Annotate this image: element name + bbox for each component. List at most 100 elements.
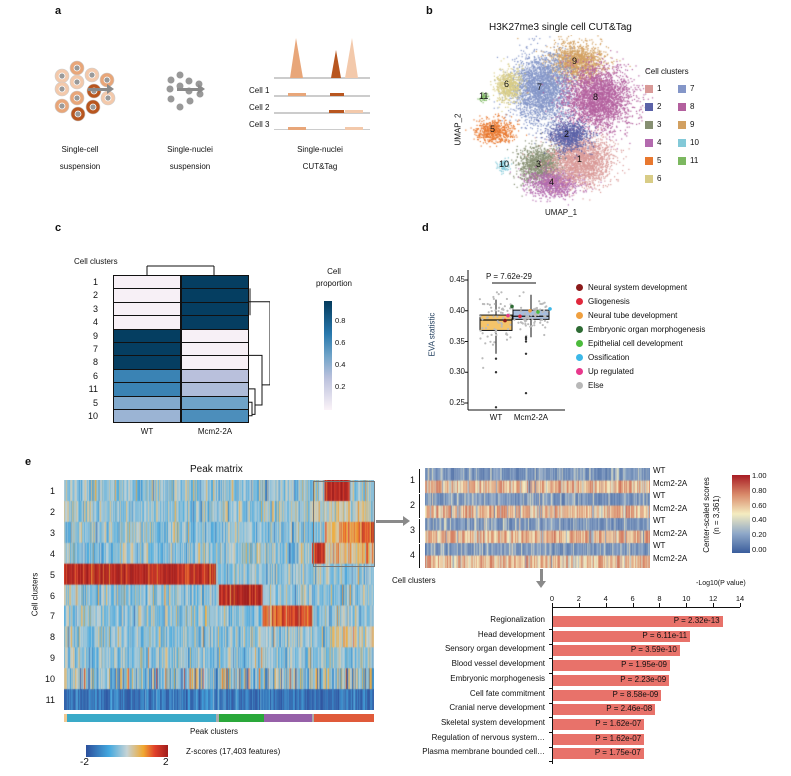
data-point (488, 303, 491, 306)
legend-item-cluster-2: 2 (645, 102, 661, 111)
heatmap-cell (113, 395, 181, 410)
peak-cluster-segment (67, 714, 216, 722)
data-point (484, 327, 488, 330)
data-point (499, 311, 503, 314)
sub-heatmap-condition-label: Mcm2-2A (653, 528, 688, 538)
bar-value-label: P = 1.75e-07 (594, 748, 641, 758)
heatmap-c-row-title: Cell clusters (74, 257, 118, 266)
nucleus-icon (103, 76, 111, 84)
legend-label: 5 (657, 156, 662, 165)
legend-swatch (678, 120, 686, 129)
data-point (486, 302, 489, 306)
heatmap-cell (113, 355, 181, 370)
legend-label: 7 (690, 84, 695, 93)
legend-label: 8 (690, 102, 695, 111)
umap-cluster-label: 1 (577, 154, 583, 164)
data-point (522, 317, 525, 320)
x-tick-label: 12 (708, 594, 718, 603)
heatmap-row-label: 4 (92, 317, 98, 328)
data-point (489, 306, 493, 309)
data-point (530, 324, 534, 327)
step-text: CUT&Tag (302, 162, 338, 171)
legend-dot (576, 298, 583, 306)
legend-swatch (678, 84, 686, 93)
data-point (502, 316, 505, 320)
data-point (543, 319, 547, 322)
data-point (500, 291, 503, 294)
data-point (519, 328, 522, 331)
legend-swatch (645, 156, 653, 165)
x-tick-label: 4 (603, 594, 608, 603)
bar-value-label: P = 2.46e-08 (606, 704, 653, 714)
legend-item-cluster-1: 1 (645, 84, 661, 93)
peak-matrix-row-label: 1 (49, 486, 55, 496)
colorbar-tick: 0.4 (335, 360, 346, 369)
peak-matrix-row-label: 6 (49, 590, 55, 601)
peak-matrix-heatmap (64, 480, 374, 710)
legend-item-cluster-5: 5 (645, 156, 661, 165)
colorbar-tick: 0.2 (335, 382, 346, 391)
sub-heatmap-cluster-label: 1 (410, 475, 416, 485)
outlier-point (494, 371, 498, 374)
bar (553, 689, 662, 701)
data-point (534, 316, 537, 319)
colorbar-tick: 0.80 (752, 485, 767, 495)
data-point (509, 336, 512, 339)
bar-x-axis-label: -Log10(P value) (696, 580, 746, 587)
nucleus-icon (88, 71, 96, 79)
sub-heatmap-condition-label: Mcm2-2A (653, 478, 688, 488)
x-tick-label: 0 (549, 594, 555, 603)
panel-c-label: c (55, 222, 62, 234)
data-point (507, 328, 510, 331)
data-point (489, 340, 492, 343)
legend-title-text: Cell (327, 267, 341, 276)
umap-cluster-label: 6 (504, 79, 510, 89)
data-point (532, 308, 535, 311)
bar-value-label: P = 2.23e-09 (620, 674, 667, 684)
step-label-1: Single-cell suspension (45, 141, 115, 175)
data-point (519, 310, 523, 313)
nucleus-icon (176, 71, 184, 79)
nucleus-icon (73, 64, 81, 72)
x-tick (605, 603, 607, 607)
data-point (533, 320, 536, 323)
bar-value-label: P = 1.62e-07 (595, 733, 642, 743)
legend-label: 3 (657, 120, 662, 129)
cluster-bracket (419, 519, 420, 543)
zscore-max: 2 (163, 757, 169, 768)
bar-category-label: Regionalization (490, 615, 545, 624)
data-point (542, 309, 546, 312)
highlight-box (313, 481, 375, 567)
p-value-label: P = 7.62e-29 (486, 272, 532, 281)
arrow-icon (177, 84, 205, 94)
heatmap-row-label: 3 (92, 303, 98, 314)
bar (553, 660, 670, 672)
heatmap-cell (181, 275, 249, 290)
nucleus-icon (74, 110, 82, 118)
data-point (479, 329, 482, 332)
legend-item: Up regulated (576, 367, 634, 376)
data-point (481, 327, 484, 330)
panel-d-label: d (422, 222, 429, 234)
umap-y-label: UMAP_2 (453, 113, 463, 146)
data-point (524, 322, 527, 326)
proportion-legend-title: Cell proportion (312, 266, 356, 290)
legend-item: Epithelial cell development (576, 339, 683, 348)
data-point (492, 297, 495, 300)
heatmap-cell (181, 328, 249, 343)
data-point (525, 315, 528, 318)
legend-item-cluster-4: 4 (645, 138, 661, 147)
y-axis-label: EVA statistic (427, 312, 437, 357)
peak-matrix-title: Peak matrix (190, 464, 243, 475)
heatmap-cell (181, 395, 249, 410)
data-point (502, 308, 505, 311)
x-tick (578, 603, 580, 607)
data-point (493, 302, 496, 306)
y-tick (549, 731, 552, 733)
heatmap-cell (181, 355, 249, 370)
colorbar-tick: 0.8 (335, 316, 346, 325)
outlier-point (524, 337, 528, 341)
data-point (530, 314, 533, 317)
heatmap-cell (181, 409, 249, 424)
step-text: Single-nuclei (297, 145, 343, 154)
